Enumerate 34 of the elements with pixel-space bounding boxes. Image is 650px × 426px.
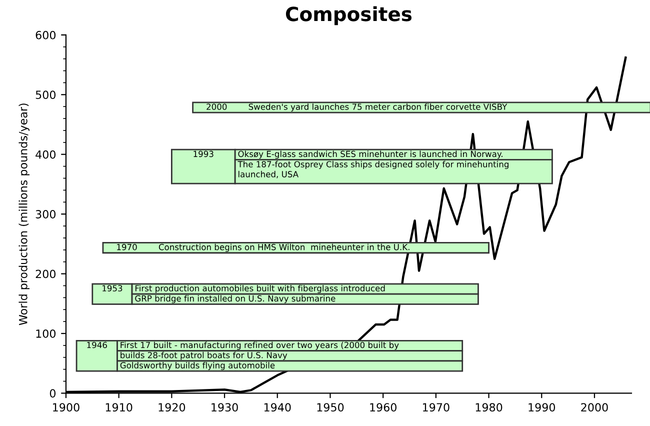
- annotation: GRP bridge fin installed on U.S. Navy submarine: [135, 295, 336, 304]
- x-tick-label: 1910: [106, 403, 132, 412]
- x-tick-label: 1960: [370, 403, 396, 412]
- x-tick-label: 1980: [476, 403, 502, 412]
- x-tick-label: 1930: [212, 403, 238, 412]
- y-tick-label: 400: [36, 150, 56, 159]
- x-tick-label: 1950: [317, 403, 344, 412]
- annotation: First production automobiles built with fiberglass introduced: [136, 284, 385, 294]
- annotation: 2000: [206, 104, 227, 110]
- y-tick-label: 200: [36, 270, 56, 278]
- annotation: builds 28-foot patrol boats for U.S. Navy: [120, 352, 288, 360]
- y-tick-label: 300: [36, 210, 56, 218]
- annotation: Goldsworthy builds flying automobile: [120, 362, 275, 370]
- annotation: Sweden's yard launches 75 meter carbon fiber corvette VISBY: [248, 103, 508, 112]
- x-tick-label: 1940: [264, 403, 291, 412]
- y-tick-label: 600: [36, 30, 56, 40]
- annotation: Oksøy E-glass sandwich SES minehunter is launched in Norway.: [238, 150, 502, 159]
- y-tick-label: 100: [36, 329, 56, 338]
- annotation: Construction begins on HMS Wilton mineheunter in the U.K.: [158, 244, 410, 252]
- chart-title: Composites: [286, 6, 412, 26]
- annotation: 1953: [102, 285, 122, 292]
- y-tick-label: 0: [50, 389, 56, 398]
- x-tick-label: 1970: [423, 403, 450, 412]
- annotation: The 187-foot Osprey Class ships designed solely for minehunting launched, USA: [238, 160, 508, 178]
- x-tick-label: 1920: [158, 403, 186, 412]
- x-tick-label: 2000: [581, 403, 608, 412]
- y-axis-title: World production (millions pounds/year): [18, 104, 30, 326]
- annotation: First 17 built - manufacturing refined over two years (2000 built by: [120, 342, 399, 350]
- x-tick-label: 1900: [53, 403, 80, 412]
- y-tick-label: 500: [36, 90, 56, 100]
- annotation: 1970: [117, 244, 137, 250]
- annotation: 1946: [87, 342, 107, 348]
- annotation: 1993: [194, 150, 214, 158]
- x-tick-label: 1990: [528, 403, 556, 412]
